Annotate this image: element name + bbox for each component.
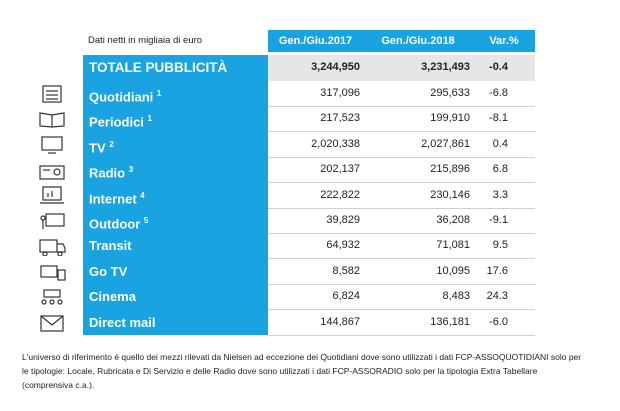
column-header: Var.% bbox=[473, 30, 535, 52]
tv-icon bbox=[41, 136, 63, 154]
row-note: 1 bbox=[156, 89, 162, 98]
row-note: 2 bbox=[109, 139, 114, 149]
cell: 222,822 bbox=[320, 188, 360, 201]
cell: 295,633 bbox=[430, 87, 470, 99]
row-note: 1 bbox=[147, 114, 152, 124]
row-note: 5 bbox=[143, 216, 149, 225]
cell: 64,932 bbox=[326, 239, 360, 252]
row-name: Radio 3 bbox=[83, 157, 268, 182]
cell: 17.6 bbox=[486, 264, 508, 277]
cell: 10,095 bbox=[436, 264, 470, 277]
row-name: Direct mail bbox=[89, 314, 156, 330]
total-name: TOTALE PUBBLICITÀ bbox=[83, 55, 268, 80]
row-separator bbox=[268, 309, 535, 311]
row-name: TV 2 bbox=[83, 132, 268, 157]
cell: 136,181 bbox=[430, 315, 470, 328]
row-separator bbox=[268, 233, 535, 234]
cell: 215,896 bbox=[430, 163, 470, 176]
row-separator bbox=[268, 207, 535, 209]
cell: 6,824 bbox=[332, 290, 360, 303]
row-name: Cinema bbox=[83, 284, 268, 309]
name-column bbox=[83, 55, 268, 335]
cell: 6.8 bbox=[492, 163, 508, 176]
cell: 9.5 bbox=[492, 239, 508, 252]
radio-icon bbox=[39, 165, 65, 180]
cell: -9.1 bbox=[489, 214, 508, 226]
cell: -6.0 bbox=[489, 315, 508, 328]
row-name: Internet 4 bbox=[83, 183, 268, 208]
footnote: L'universo di riferimento è quello dei m… bbox=[22, 352, 582, 390]
row-separator bbox=[268, 334, 535, 336]
outdoor-icon bbox=[40, 213, 65, 229]
row-name: Outdoor 5 bbox=[83, 208, 268, 233]
cell: 144,867 bbox=[320, 315, 360, 328]
row-separator bbox=[268, 106, 535, 107]
cell: 2,027,861 bbox=[421, 137, 470, 150]
cell: 202,137 bbox=[320, 163, 360, 176]
cell: 317,096 bbox=[320, 87, 360, 99]
cell: 8,483 bbox=[442, 290, 470, 303]
row-name: Cinema bbox=[89, 289, 136, 305]
cell: -8.1 bbox=[489, 112, 508, 125]
row-name: Transit bbox=[89, 238, 132, 254]
row-separator bbox=[268, 258, 535, 260]
cell: 199,910 bbox=[430, 112, 470, 125]
cell: 2,020,338 bbox=[311, 137, 360, 150]
row-name: TOTALE PUBBLICITÀ bbox=[89, 60, 228, 75]
cell: 36,208 bbox=[436, 214, 470, 226]
cell: -6.8 bbox=[489, 87, 508, 99]
transit-icon bbox=[39, 239, 66, 256]
row-name: Quotidiani 1 bbox=[83, 81, 268, 106]
cinema-icon bbox=[41, 289, 63, 305]
row-name: Outdoor bbox=[89, 216, 141, 232]
row-separator bbox=[268, 182, 535, 184]
row-name: Internet bbox=[89, 190, 137, 206]
row-separator bbox=[268, 131, 535, 133]
cell: 8,582 bbox=[332, 264, 360, 277]
internet-icon bbox=[40, 186, 64, 204]
cell: 217,523 bbox=[320, 112, 360, 125]
row-name: Go TV bbox=[89, 263, 128, 279]
caption: Dati netti in migliaia di euro bbox=[88, 35, 203, 46]
total-row-bg bbox=[268, 55, 535, 81]
cell: 3.3 bbox=[492, 188, 508, 201]
row-name: Quotidiani bbox=[89, 89, 154, 105]
magazine-icon bbox=[39, 112, 65, 128]
row-name: Direct mail bbox=[83, 310, 268, 335]
column-header: Gen./Giu.2017 bbox=[268, 30, 363, 52]
cell: 71,081 bbox=[436, 239, 470, 252]
row-name: TV bbox=[89, 140, 106, 156]
row-name: Go TV bbox=[83, 259, 268, 284]
cell: 3,244,950 bbox=[311, 61, 360, 73]
row-note: 3 bbox=[128, 165, 134, 175]
cell: 24.3 bbox=[486, 290, 508, 303]
row-name: Periodici bbox=[89, 114, 144, 130]
row-name: Periodici 1 bbox=[83, 106, 268, 131]
gotv-icon bbox=[40, 265, 66, 281]
column-header: Gen./Giu.2018 bbox=[363, 30, 473, 52]
row-separator bbox=[268, 283, 535, 285]
cell: 3,231,493 bbox=[421, 61, 470, 73]
cell: -0.4 bbox=[489, 61, 508, 73]
row-note: 4 bbox=[140, 190, 145, 200]
mail-icon bbox=[40, 315, 64, 332]
row-name: Radio bbox=[89, 165, 126, 181]
row-name: Transit bbox=[83, 233, 268, 258]
cell: 230,146 bbox=[430, 188, 470, 201]
cell: 39,829 bbox=[326, 214, 360, 226]
cell: 0.4 bbox=[492, 137, 508, 150]
newspaper-icon bbox=[42, 85, 62, 103]
row-separator bbox=[268, 156, 535, 158]
